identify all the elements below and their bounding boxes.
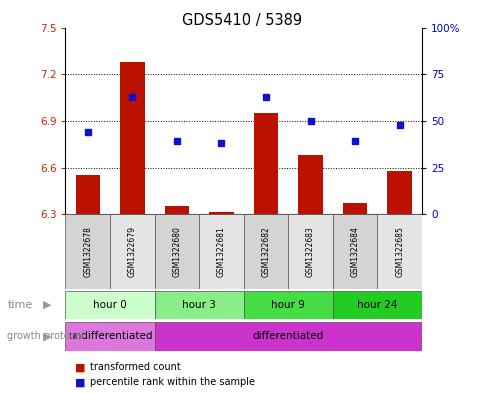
Bar xyxy=(243,291,332,319)
Bar xyxy=(377,214,421,289)
Bar xyxy=(154,291,243,319)
Text: hour 0: hour 0 xyxy=(93,300,127,310)
Text: transformed count: transformed count xyxy=(90,362,180,373)
Bar xyxy=(243,214,287,289)
Text: GSM1322683: GSM1322683 xyxy=(305,226,315,277)
Text: undifferentiated: undifferentiated xyxy=(68,331,152,342)
Text: hour 9: hour 9 xyxy=(271,300,304,310)
Text: ▶: ▶ xyxy=(43,300,52,310)
Text: GSM1322685: GSM1322685 xyxy=(394,226,403,277)
Text: ▶: ▶ xyxy=(43,331,52,342)
Bar xyxy=(65,322,154,351)
Bar xyxy=(110,214,154,289)
Text: ■: ■ xyxy=(75,362,86,373)
Bar xyxy=(253,113,278,214)
Bar xyxy=(154,322,421,351)
Text: time: time xyxy=(7,300,32,310)
Bar xyxy=(387,171,411,214)
Text: percentile rank within the sample: percentile rank within the sample xyxy=(90,377,254,387)
Bar xyxy=(332,214,377,289)
Text: GSM1322679: GSM1322679 xyxy=(128,226,136,277)
Bar xyxy=(298,155,322,214)
Text: GSM1322678: GSM1322678 xyxy=(83,226,92,277)
Text: hour 24: hour 24 xyxy=(356,300,397,310)
Bar xyxy=(342,202,366,214)
Bar xyxy=(154,214,199,289)
Bar xyxy=(332,291,421,319)
Text: GSM1322680: GSM1322680 xyxy=(172,226,181,277)
Text: GSM1322684: GSM1322684 xyxy=(350,226,359,277)
Text: growth protocol: growth protocol xyxy=(7,331,84,342)
Text: hour 3: hour 3 xyxy=(182,300,216,310)
Bar xyxy=(65,214,110,289)
Text: GSM1322681: GSM1322681 xyxy=(216,226,226,277)
Bar xyxy=(164,206,189,214)
Text: GDS5410 / 5389: GDS5410 / 5389 xyxy=(182,13,302,28)
Text: ■: ■ xyxy=(75,377,86,387)
Text: differentiated: differentiated xyxy=(252,331,323,342)
Bar xyxy=(199,214,243,289)
Bar xyxy=(76,174,100,214)
Bar xyxy=(120,62,144,214)
Bar xyxy=(209,212,233,214)
Text: GSM1322682: GSM1322682 xyxy=(261,226,270,277)
Bar xyxy=(287,214,332,289)
Bar xyxy=(65,291,154,319)
